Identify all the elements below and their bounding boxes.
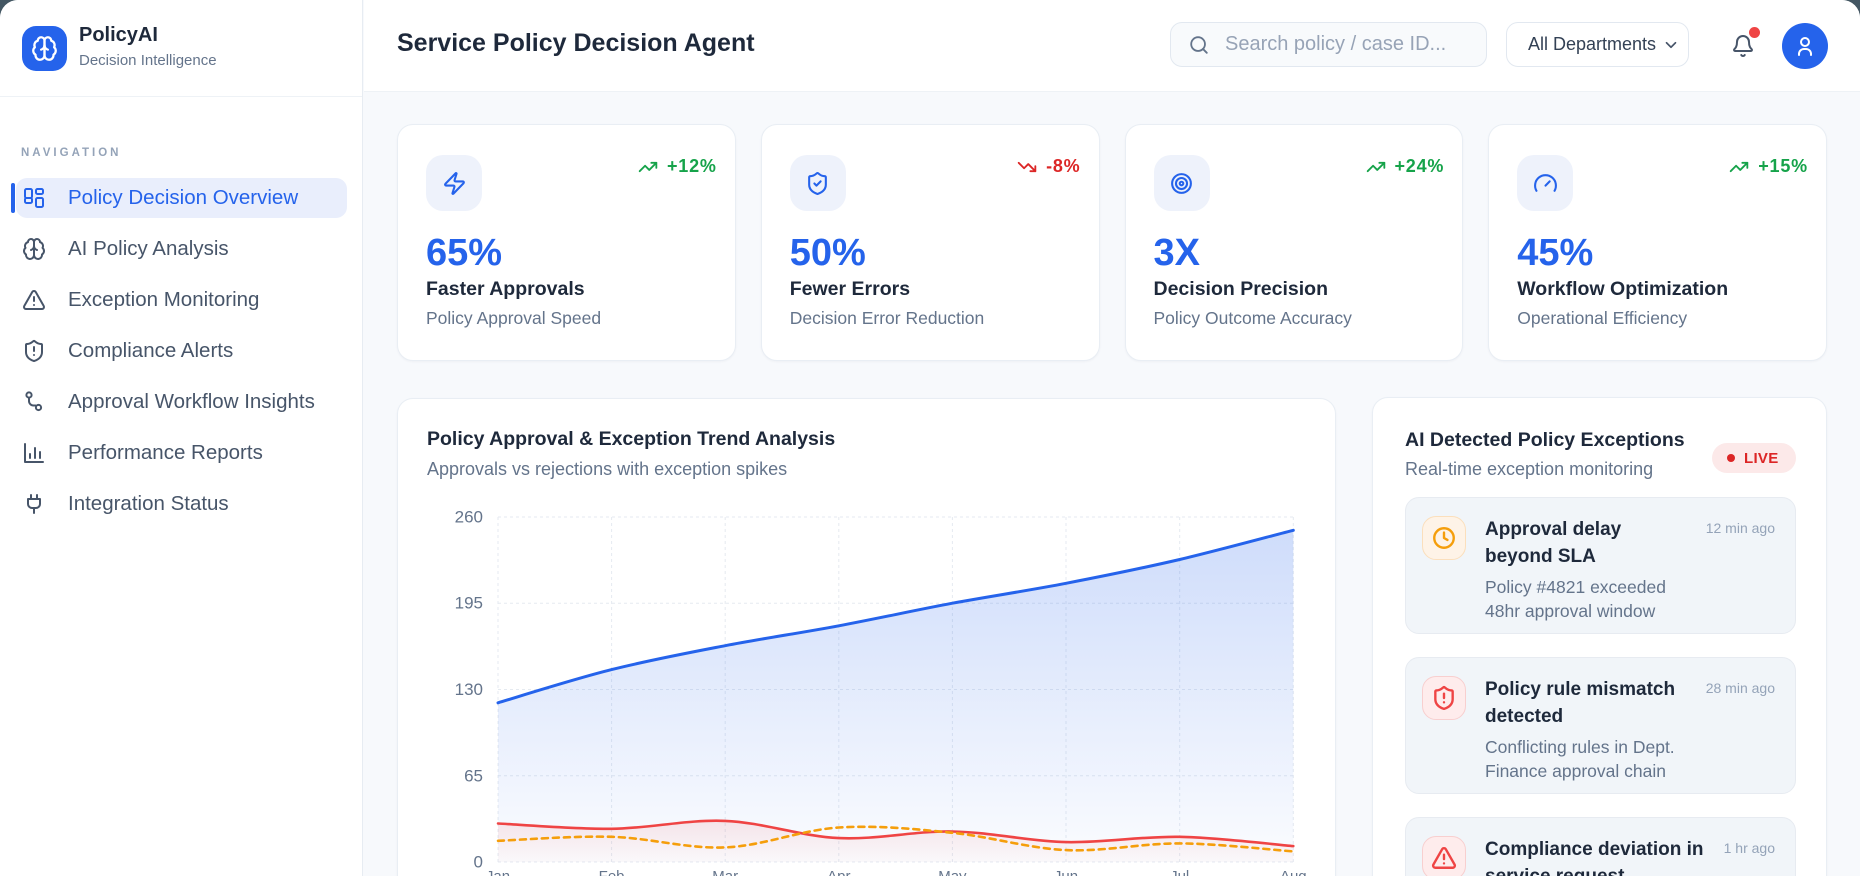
svg-text:195: 195 <box>455 594 483 613</box>
svg-text:260: 260 <box>455 508 483 527</box>
svg-text:130: 130 <box>455 680 483 699</box>
svg-text:Aug: Aug <box>1280 868 1307 876</box>
svg-text:Jan: Jan <box>486 868 510 876</box>
svg-text:Jun: Jun <box>1054 868 1078 876</box>
svg-text:Apr: Apr <box>827 868 850 876</box>
svg-text:Mar: Mar <box>712 868 738 876</box>
svg-text:Feb: Feb <box>599 868 625 876</box>
svg-text:0: 0 <box>474 853 483 872</box>
svg-text:65: 65 <box>464 766 483 785</box>
svg-text:Jul: Jul <box>1170 868 1189 876</box>
svg-text:May: May <box>938 868 967 876</box>
